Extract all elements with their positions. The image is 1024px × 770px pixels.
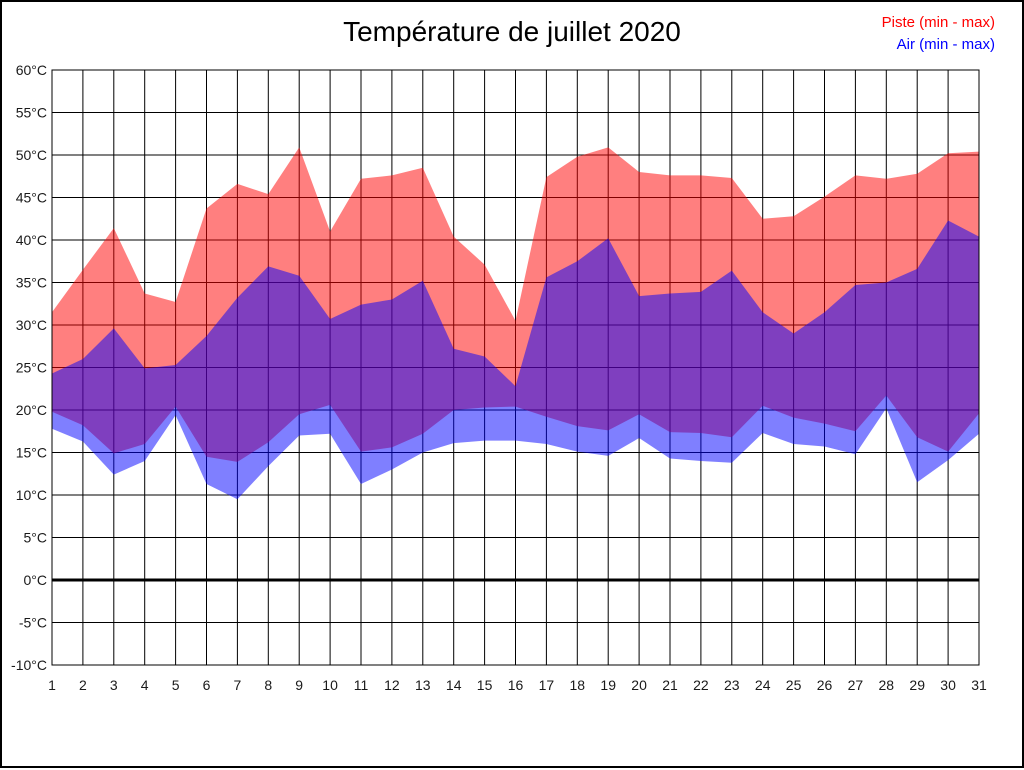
chart-title: Température de juillet 2020: [343, 16, 681, 47]
x-axis-tick-label: 7: [234, 677, 242, 693]
x-axis-tick-label: 19: [600, 677, 616, 693]
y-axis-tick-label: 15°C: [16, 445, 47, 461]
x-axis-tick-label: 20: [631, 677, 647, 693]
x-axis-tick-label: 17: [539, 677, 555, 693]
y-axis-tick-label: 20°C: [16, 402, 47, 418]
y-axis-tick-label: 35°C: [16, 275, 47, 291]
y-axis-tick-label: 55°C: [16, 105, 47, 121]
x-axis-tick-label: 22: [693, 677, 709, 693]
y-axis-tick-label: 30°C: [16, 317, 47, 333]
x-axis-tick-label: 12: [384, 677, 400, 693]
plot-frame: [51, 69, 980, 666]
x-axis-tick-label: 8: [264, 677, 272, 693]
x-axis-tick-label: 26: [817, 677, 833, 693]
x-axis-tick-label: 3: [110, 677, 118, 693]
legend: Piste (min - max) Air (min - max): [882, 12, 995, 56]
x-axis-tick-label: 25: [786, 677, 802, 693]
x-axis-tick-label: 2: [79, 677, 87, 693]
x-axis-tick-label: 23: [724, 677, 740, 693]
x-axis-tick-label: 18: [570, 677, 586, 693]
y-axis-tick-label: 5°C: [24, 530, 48, 546]
y-axis-tick-label: -5°C: [19, 615, 47, 631]
x-axis-tick-label: 28: [879, 677, 895, 693]
legend-item-piste: Piste (min - max): [881, 14, 995, 31]
x-axis-tick-label: 1: [48, 677, 56, 693]
x-axis-tick-label: 13: [415, 677, 431, 693]
y-axis-tick-label: -10°C: [11, 657, 47, 673]
y-axis-tick-label: 40°C: [16, 232, 47, 248]
y-axis-tick-label: 25°C: [16, 360, 47, 376]
x-axis-tick-label: 6: [203, 677, 211, 693]
legend-item-air: Air (min - max): [896, 36, 995, 53]
x-axis-tick-label: 24: [755, 677, 771, 693]
air-temperature-band: [52, 220, 979, 500]
x-axis-tick-label: 9: [295, 677, 303, 693]
x-axis-tick-label: 10: [322, 677, 338, 693]
x-axis-tick-label: 4: [141, 677, 149, 693]
x-axis-tick-label: 30: [940, 677, 956, 693]
x-axis-tick-label: 5: [172, 677, 180, 693]
x-axis-tick-label: 31: [971, 677, 987, 693]
y-axis-tick-label: 50°C: [16, 147, 47, 163]
y-axis-tick-label: 10°C: [16, 487, 47, 503]
y-axis-tick-label: 60°C: [16, 62, 47, 78]
x-axis-tick-label: 16: [508, 677, 524, 693]
y-axis-tick-label: 0°C: [24, 572, 48, 588]
x-axis-tick-label: 21: [662, 677, 678, 693]
y-axis-tick-label: 45°C: [16, 190, 47, 206]
x-axis-tick-label: 15: [477, 677, 493, 693]
x-axis-tick-label: 27: [848, 677, 864, 693]
x-axis-tick-label: 11: [354, 677, 369, 693]
x-axis-tick-label: 29: [909, 677, 925, 693]
x-axis-tick-label: 14: [446, 677, 462, 693]
